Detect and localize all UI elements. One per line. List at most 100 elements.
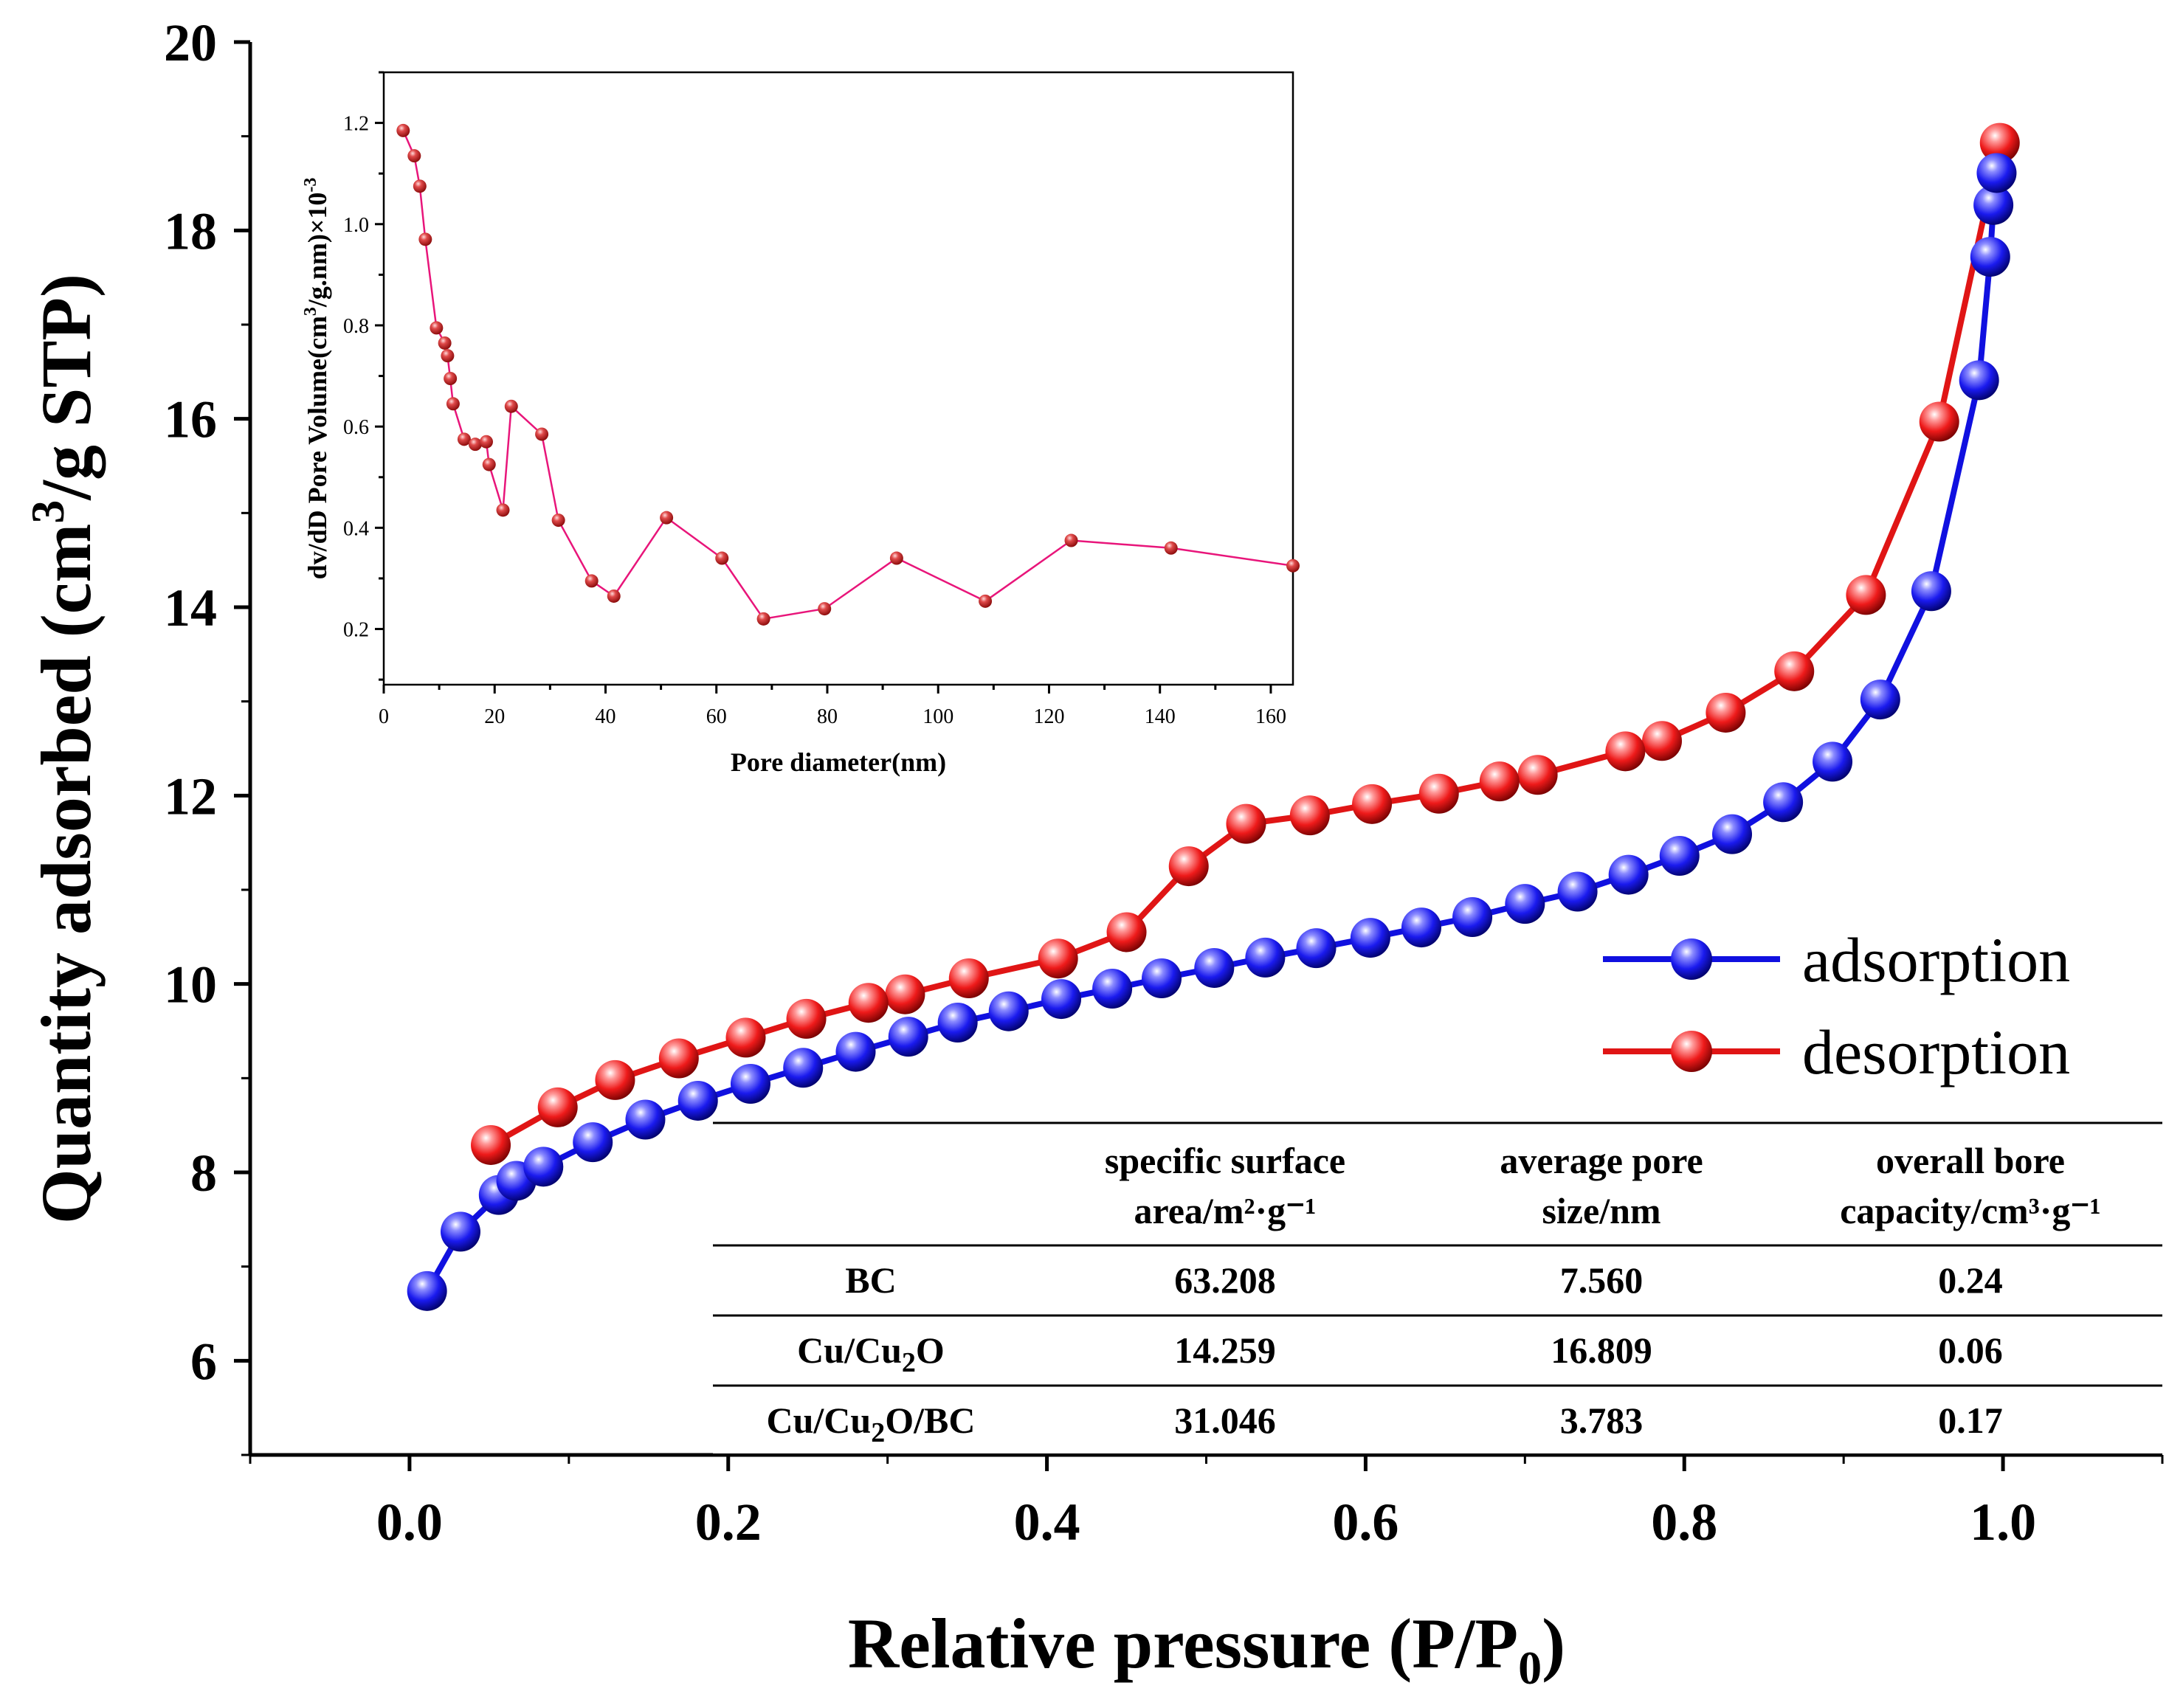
inset-point [889,551,903,565]
desorption-point [885,974,925,1014]
main-x-tick-label: 0.6 [1332,1493,1399,1552]
inset-series-line [402,130,1294,620]
table-cell: 63.208 [1174,1259,1276,1301]
table-cell: 31.046 [1174,1400,1276,1441]
main-series-layer [407,122,2020,1311]
legend-desorption-label: desorption [1802,1017,2070,1088]
table-header-capacity-line2: capacity/cm³·g⁻¹ [1840,1190,2101,1231]
desorption-point [1289,795,1330,836]
main-y-tick-label: 12 [164,767,217,826]
table-cell: 7.560 [1560,1259,1644,1301]
adsorption-point [441,1211,481,1252]
desorption-point [1106,912,1147,952]
inset-point [482,457,496,471]
desorption-point [725,1017,766,1058]
inset-point [756,612,770,626]
inset-x-tick-label: 20 [484,705,505,728]
inset-x-axis-title: Pore diameter(nm) [731,747,946,777]
adsorption-point [523,1147,564,1187]
inset-point [1064,533,1078,547]
table-header-pore-size-line1: average pore [1500,1140,1703,1181]
desorption-point [537,1087,578,1127]
inset-point [457,432,471,446]
table-cell: 14.259 [1174,1330,1276,1371]
main-y-tick-label: 20 [164,13,217,72]
inset-point [441,349,455,363]
desorption-point [1846,575,1886,615]
table-cell: 0.06 [1938,1330,2003,1371]
inset-point [1286,559,1300,573]
main-plot: 6 8 10 12 14 16 18 20 0.0 0.2 0.4 0.6 0.8 1.0 Relativ… [21,13,2164,1694]
main-x-tick-label: 0.2 [695,1493,762,1552]
desorption-point [1479,761,1520,802]
main-x-tick-label: 0.8 [1651,1493,1717,1552]
desorption-point [1168,846,1209,887]
inset-point [446,397,460,411]
inset-point [479,435,493,449]
table-header-surface-area-line1: specific surface [1105,1140,1345,1181]
adsorption-point [1608,854,1649,895]
adsorption-point [1911,571,1951,612]
table-cell: 3.783 [1560,1400,1644,1441]
table-header-pore-size-line2: size/nm [1542,1190,1660,1231]
inset-x-tick-label: 60 [706,705,727,728]
inset-point [979,594,993,608]
inset-point [468,438,482,452]
desorption-point [595,1059,635,1100]
table-row: BC 63.208 7.560 0.24 [845,1259,2002,1301]
desorption-point [1352,784,1393,824]
main-x-tick-label: 1.0 [1970,1493,2036,1552]
adsorption-point [1970,237,2010,277]
main-y-tick-label: 8 [190,1144,217,1203]
main-x-tick-label: 0.4 [1014,1493,1080,1552]
adsorption-point [677,1080,718,1121]
inset-point [551,514,565,528]
desorption-point [658,1038,699,1079]
inset-frame [382,71,1294,686]
desorption-point [1226,803,1266,844]
adsorption-point [1452,897,1493,938]
adsorption-point [1245,937,1286,978]
adsorption-point [1142,958,1182,999]
main-ticks: 6 8 10 12 14 16 18 20 0.0 0.2 0.4 0.6 0.8 1.0 [164,13,2164,1552]
desorption-point [1418,773,1459,814]
table-header-surface-area-line2: area/m²·g⁻¹ [1134,1190,1316,1231]
inset-point [444,372,458,385]
legend: adsorption desorption [1603,924,2070,1088]
desorption-point [1642,721,1683,761]
adsorption-point [988,991,1029,1031]
inset-x-tick-label: 140 [1145,705,1176,728]
inset-y-tick-label: 0.2 [343,619,369,642]
table-row-label: BC [845,1259,896,1301]
inset-y-axis-title: dv/dD Pore Volume(cm3/g.nm)×10-3 [301,178,332,580]
desorption-point [471,1124,511,1165]
adsorption-point [573,1122,613,1163]
table-header-row: specific surface area/m²·g⁻¹ average por… [1105,1140,2101,1231]
inset-point [418,232,432,246]
adsorption-point [1557,871,1598,912]
legend-adsorption-marker [1671,938,1712,980]
main-x-axis-title: Relative pressure (P/P0) [848,1604,1565,1694]
table-row-label: Cu/Cu2O [797,1330,945,1378]
main-y-axis-title: Quantity adsorbed (cm3/g STP) [21,274,106,1224]
desorption-point [848,983,889,1023]
adsorption-point [1976,153,2017,193]
legend-adsorption-label: adsorption [1802,924,2070,995]
desorption-point [1517,755,1558,795]
table-background [713,1121,2162,1453]
inset-x-tick-label: 40 [595,705,615,728]
adsorption-point [1973,184,2014,225]
adsorption-point [937,1003,978,1043]
table-cell: 0.24 [1938,1259,2003,1301]
adsorption-point [783,1048,824,1088]
adsorption-point [1959,360,1999,401]
inset-series-layer [396,123,1300,626]
table-cell: 16.809 [1551,1330,1652,1371]
inset-x-tick-label: 0 [379,705,389,728]
desorption-point [786,998,827,1039]
inset-point [438,336,452,350]
inset-point [660,511,674,525]
inset-x-tick-label: 100 [922,705,953,728]
inset-point [396,123,410,137]
